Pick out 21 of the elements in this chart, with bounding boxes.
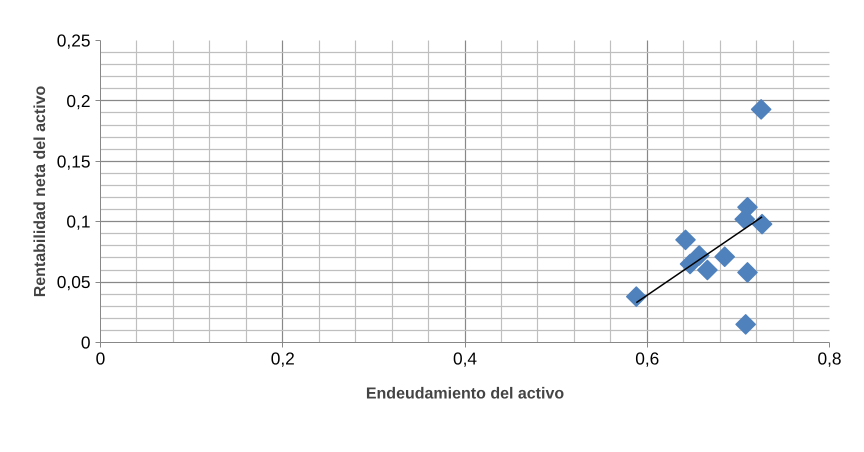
x-tick-label: 0,6	[635, 348, 660, 368]
x-tick-label: 0,2	[270, 348, 295, 368]
x-axis-title: Endeudamiento del activo	[366, 386, 564, 402]
point	[675, 229, 696, 250]
y-axis-title: Rentabilidad neta del activo	[32, 85, 49, 298]
y-tick-label: 0,15	[56, 151, 91, 172]
x-tick-label: 0,8	[817, 348, 842, 368]
point	[735, 314, 756, 335]
point	[737, 262, 758, 283]
y-tick-label: 0,2	[66, 90, 91, 111]
point	[750, 98, 772, 120]
y-tick-label: 0	[80, 332, 91, 352]
y-tick-label: 0,1	[66, 212, 91, 232]
point	[752, 214, 772, 235]
point	[714, 246, 736, 268]
x-tick-label: 0,4	[452, 348, 478, 368]
point	[626, 286, 647, 307]
y-tick-label: 0,25	[56, 30, 91, 50]
y-tick-label: 0,05	[56, 272, 91, 292]
point	[696, 260, 718, 280]
x-tick-label: 0	[96, 348, 106, 368]
